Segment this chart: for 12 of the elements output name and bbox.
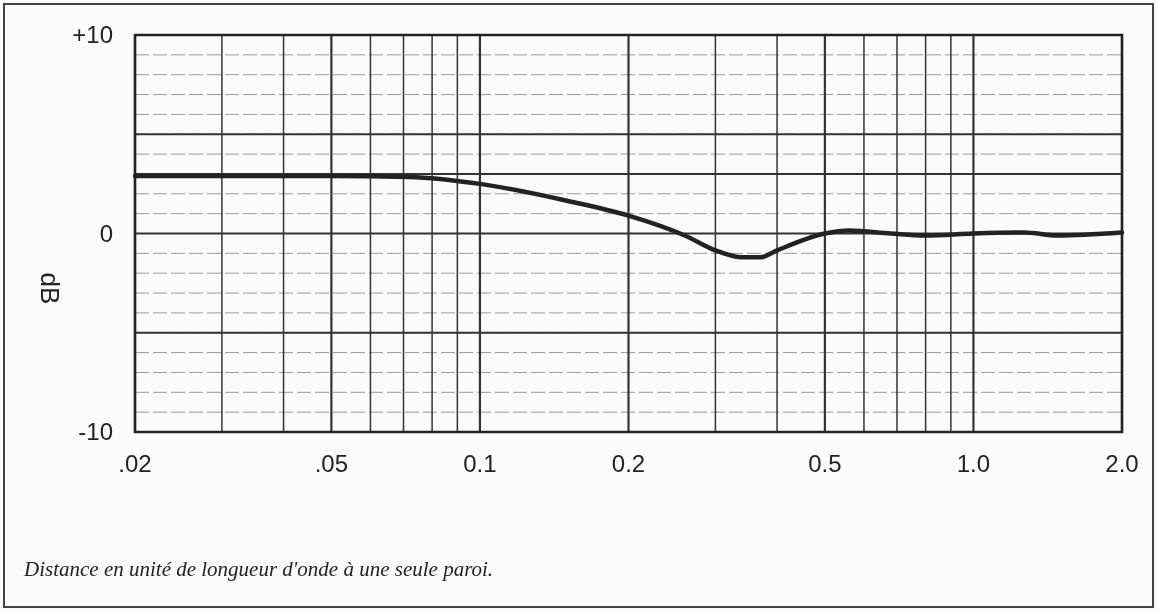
text: Distance en unité de longueur d'onde à une seule paroi.	[23, 557, 494, 581]
x-tick-label: .02	[118, 450, 152, 477]
x-tick-label: 1.0	[956, 450, 991, 477]
y-tick-label: 0	[99, 219, 113, 247]
y-axis-title: dB	[34, 272, 65, 305]
x-tick-label: 0.2	[611, 450, 646, 477]
y-tick-label: +10	[72, 21, 113, 49]
x-tick-label: 0.1	[463, 450, 497, 477]
y-tick-label: -10	[78, 418, 113, 446]
x-tick-label: 0.5	[808, 450, 842, 477]
x-tick-label: 2.0	[1105, 450, 1139, 477]
x-tick-label: .05	[314, 450, 349, 477]
